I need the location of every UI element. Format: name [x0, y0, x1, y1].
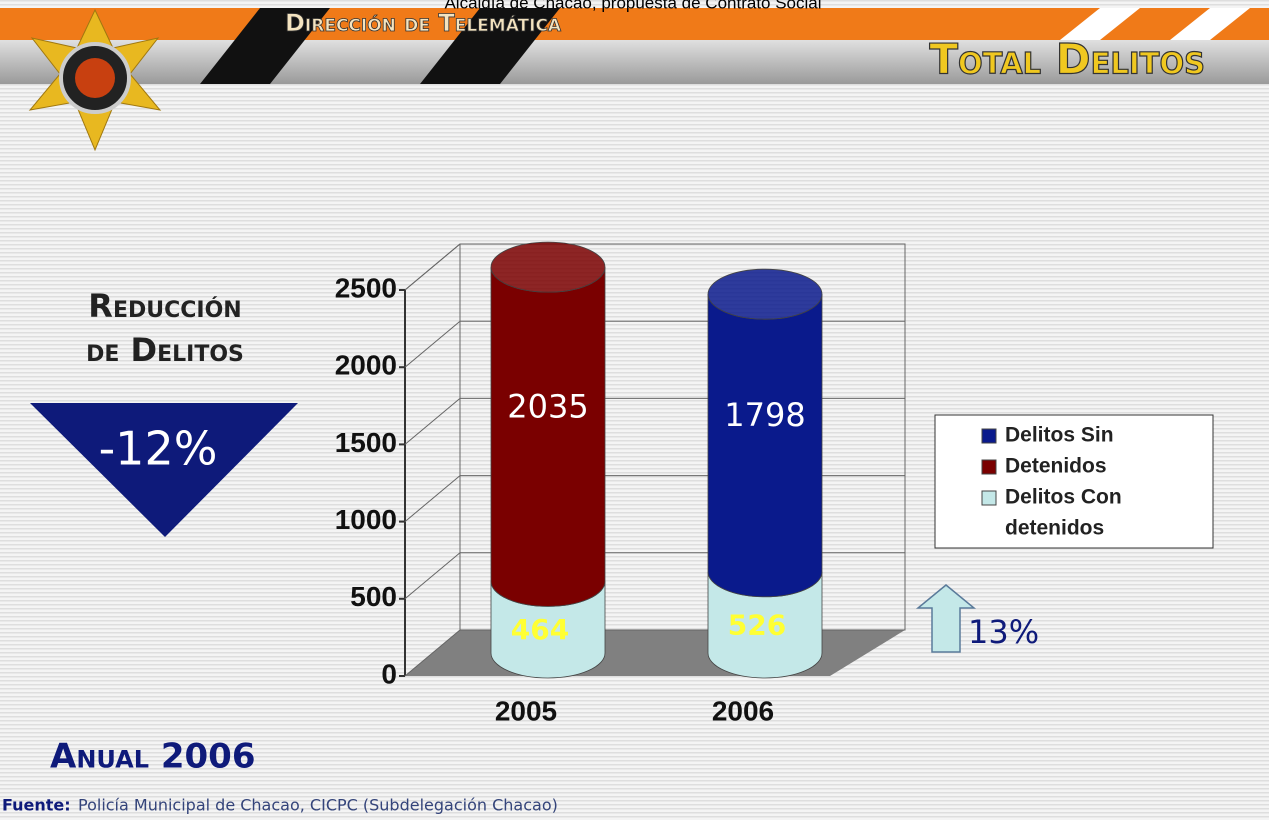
legend-swatch [981, 428, 997, 444]
header-orange [0, 8, 1269, 40]
legend-label: Delitos Sin [1005, 424, 1114, 447]
y-tick-label: 0 [381, 658, 397, 689]
period: Anual 2006 [50, 737, 255, 777]
grid-line [404, 398, 461, 445]
y-tick-label: 2500 [335, 272, 397, 303]
grid-line [404, 243, 461, 291]
y-tick-label: 1500 [335, 427, 397, 458]
y-tick-label: 1000 [335, 504, 397, 535]
title: Total Delitos [929, 35, 1205, 84]
bar-segment [707, 294, 823, 598]
x-tick-label: 2005 [495, 695, 557, 726]
y-tick-label: 2000 [335, 350, 397, 381]
value-label: 1798 [724, 396, 805, 434]
stripe [420, 8, 560, 84]
stripe [1170, 8, 1250, 40]
reduction: -12% [99, 422, 218, 476]
floor [405, 630, 905, 676]
heading: Reducción [88, 287, 241, 325]
bar-top [490, 241, 606, 293]
legend-swatch [981, 490, 997, 506]
caption: Alcaldía de Chacao, propuesta de Contrat… [444, 0, 821, 12]
legend [934, 414, 1214, 549]
stripe [200, 8, 330, 84]
grid-line [404, 320, 461, 368]
reduction-triangle [30, 403, 298, 537]
value-label: 464 [511, 613, 569, 646]
heading: de Delitos [86, 331, 244, 369]
bar-top [707, 268, 823, 320]
bar-segment [490, 267, 606, 607]
increase-arrow [915, 584, 977, 653]
value-label: 526 [728, 608, 786, 641]
legend-label: Detenidos [1005, 455, 1107, 478]
badge-core [75, 58, 115, 98]
grid-line [404, 629, 461, 677]
source-label: Fuente: [2, 796, 71, 815]
legend-label: Delitos Con [1005, 486, 1122, 509]
grid-line [404, 475, 461, 522]
x-tick-label: 2006 [712, 695, 774, 726]
y-tick-label: 500 [350, 581, 397, 612]
increase: 13% [968, 613, 1039, 651]
grid-line [404, 552, 461, 600]
value-label: 2035 [507, 387, 588, 425]
legend-label: detenidos [1005, 517, 1104, 540]
stripe [1060, 8, 1140, 40]
source: Policía Municipal de Chacao, CICPC (Subd… [78, 796, 558, 815]
department: Dirección de Telemática [285, 9, 562, 37]
legend-swatch [981, 459, 997, 475]
